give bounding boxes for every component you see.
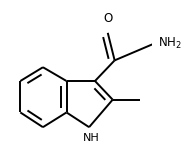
Text: O: O (103, 12, 112, 25)
Text: NH: NH (83, 133, 100, 143)
Text: NH$_2$: NH$_2$ (158, 36, 182, 51)
